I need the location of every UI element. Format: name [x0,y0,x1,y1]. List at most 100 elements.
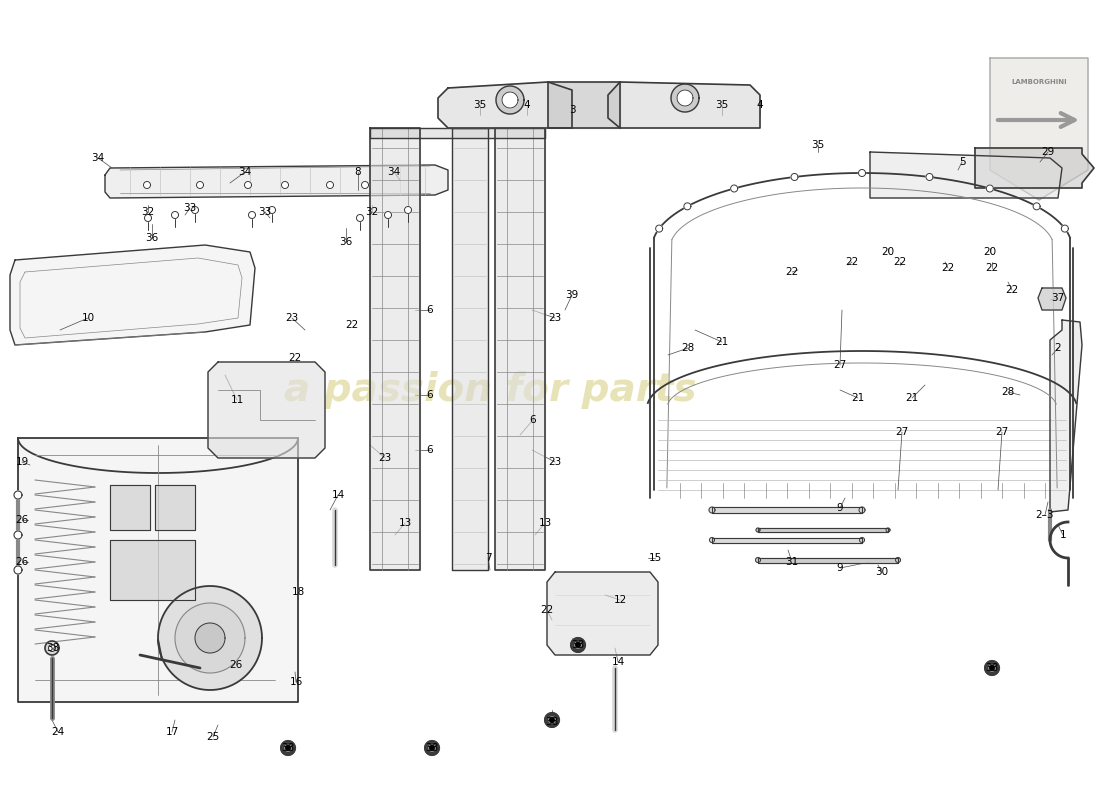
Polygon shape [429,745,436,751]
Polygon shape [249,211,255,218]
Polygon shape [110,540,195,600]
Polygon shape [425,741,439,755]
Polygon shape [385,211,392,218]
Polygon shape [984,661,999,675]
Text: 26: 26 [15,515,29,525]
Polygon shape [175,603,245,673]
Text: 34: 34 [91,153,104,163]
Text: 27: 27 [996,427,1009,437]
Text: 27: 27 [834,360,847,370]
Polygon shape [791,174,798,181]
Text: 22: 22 [986,263,999,273]
Text: 33: 33 [258,207,272,217]
Polygon shape [710,507,715,513]
Text: 17: 17 [165,727,178,737]
Polygon shape [1038,288,1066,310]
Text: 9: 9 [837,563,844,573]
Text: 26: 26 [230,660,243,670]
Text: 34: 34 [239,167,252,177]
Text: 23: 23 [285,313,298,323]
Text: 22: 22 [345,320,359,330]
Polygon shape [858,170,866,177]
Text: 2: 2 [1055,343,1061,353]
Polygon shape [208,362,324,458]
Text: 34: 34 [387,167,400,177]
Polygon shape [282,182,288,189]
Polygon shape [143,182,151,189]
Polygon shape [356,214,363,222]
Text: 10: 10 [81,313,95,323]
Text: 4: 4 [524,100,530,110]
Polygon shape [1050,320,1082,512]
Text: 4: 4 [757,100,763,110]
Text: 25: 25 [207,732,220,742]
Polygon shape [438,82,572,128]
Text: 14: 14 [331,490,344,500]
Text: 5: 5 [959,157,966,167]
Polygon shape [370,128,544,138]
Polygon shape [45,641,59,655]
Text: 22: 22 [540,605,553,615]
Text: 38: 38 [986,663,999,673]
Polygon shape [989,665,996,671]
Text: 23: 23 [378,453,392,463]
Text: 29: 29 [1042,147,1055,157]
Polygon shape [895,558,901,562]
Polygon shape [110,485,150,530]
Polygon shape [285,745,292,751]
Polygon shape [1033,203,1041,210]
Text: 2–3: 2–3 [1036,510,1054,520]
Polygon shape [280,741,295,755]
Text: 30: 30 [876,567,889,577]
Polygon shape [327,182,333,189]
Polygon shape [886,528,890,532]
Text: a passion for parts: a passion for parts [284,371,696,409]
Polygon shape [676,90,693,106]
Polygon shape [758,528,888,532]
Text: 26: 26 [15,557,29,567]
Polygon shape [10,245,255,345]
Polygon shape [14,491,22,499]
Polygon shape [191,206,198,214]
Text: 38: 38 [46,643,59,653]
Text: 20: 20 [983,247,997,257]
Text: 16: 16 [289,677,302,687]
Polygon shape [859,507,865,513]
Text: 21: 21 [905,393,918,403]
Text: 38: 38 [546,717,559,727]
Polygon shape [495,128,544,570]
Polygon shape [155,485,195,530]
Polygon shape [608,82,760,128]
Polygon shape [758,558,898,562]
Polygon shape [549,717,556,723]
Polygon shape [990,58,1088,200]
Polygon shape [172,211,178,218]
Polygon shape [756,528,760,532]
Text: 23: 23 [549,457,562,467]
Text: 13: 13 [538,518,551,528]
Text: 6: 6 [427,445,433,455]
Text: 36: 36 [145,233,158,243]
Polygon shape [544,713,559,727]
Text: 9: 9 [837,503,844,513]
Text: 39: 39 [565,290,579,300]
Polygon shape [104,165,448,198]
Text: 22: 22 [942,263,955,273]
Text: 38: 38 [282,743,295,753]
Text: 20: 20 [881,247,894,257]
Polygon shape [712,507,862,513]
Text: 18: 18 [292,587,305,597]
Text: 38: 38 [426,743,439,753]
Text: 28: 28 [681,343,694,353]
Polygon shape [571,638,585,652]
Polygon shape [712,538,862,542]
Polygon shape [18,438,298,702]
Polygon shape [197,182,204,189]
Text: 32: 32 [365,207,378,217]
Text: 7: 7 [485,553,492,563]
Polygon shape [684,203,691,210]
Polygon shape [48,645,55,651]
Polygon shape [362,182,369,189]
Text: 1: 1 [1059,530,1066,540]
Text: 13: 13 [398,518,411,528]
